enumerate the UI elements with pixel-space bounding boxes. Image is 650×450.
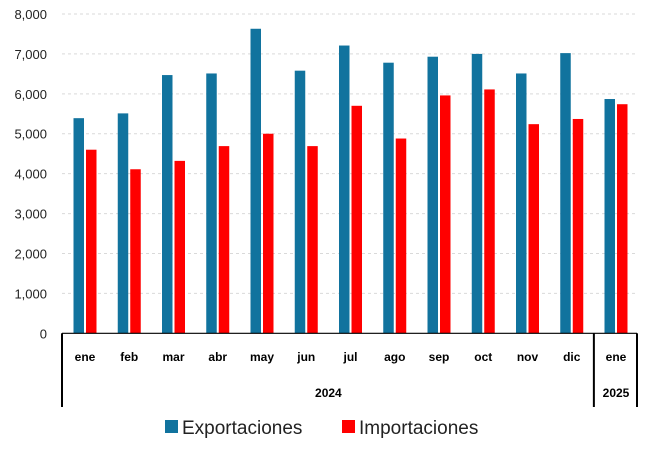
bar-importaciones-ene: [617, 104, 628, 334]
bar-importaciones-sep: [440, 95, 451, 334]
y-tick-label: 4,000: [14, 167, 47, 182]
x-tick-label: mar: [162, 350, 184, 364]
bar-exportaciones-abr: [206, 73, 217, 334]
legend-label: Exportaciones: [182, 418, 302, 439]
year-label: 2024: [315, 386, 342, 400]
y-tick-label: 3,000: [14, 207, 47, 222]
bar-exportaciones-dic: [560, 53, 571, 334]
y-tick-label: 2,000: [14, 246, 47, 261]
bar-importaciones-oct: [484, 89, 495, 334]
x-tick-label: sep: [429, 350, 450, 364]
x-tick-label: feb: [120, 350, 138, 364]
bar-importaciones-ago: [395, 138, 407, 334]
legend-swatch-importaciones: [342, 420, 355, 433]
bar-exportaciones-mar: [162, 75, 173, 334]
x-tick-label: ene: [75, 350, 96, 364]
x-tick-label: nov: [517, 350, 539, 364]
x-tick-label: jun: [296, 350, 315, 364]
x-tick-label: oct: [474, 350, 492, 364]
bar-exportaciones-nov: [516, 73, 527, 334]
y-tick-label: 6,000: [14, 87, 47, 102]
bar-importaciones-jun: [307, 146, 318, 334]
bar-importaciones-may: [263, 133, 274, 334]
bar-exportaciones-may: [250, 28, 261, 334]
x-tick-label: ene: [606, 350, 627, 364]
bar-importaciones-dic: [572, 118, 584, 334]
bar-importaciones-abr: [218, 146, 230, 334]
bar-exportaciones-jun: [294, 70, 306, 334]
legend-swatch-exportaciones: [165, 420, 178, 433]
bar-exportaciones-oct: [471, 53, 483, 334]
bar-exportaciones-ago: [383, 62, 394, 334]
year-label: 2025: [603, 386, 630, 400]
bar-exportaciones-sep: [427, 56, 438, 334]
x-tick-label: ago: [384, 350, 405, 364]
bar-importaciones-feb: [130, 169, 141, 334]
y-tick-label: 8,000: [14, 7, 47, 22]
x-tick-label: jul: [343, 350, 358, 364]
legend-label: Importaciones: [359, 418, 478, 439]
bar-importaciones-nov: [528, 124, 539, 334]
bar-exportaciones-jul: [339, 45, 350, 334]
bar-exportaciones-ene: [73, 118, 84, 334]
x-tick-label: abr: [208, 350, 227, 364]
bar-exportaciones-ene: [604, 99, 615, 334]
bar-exportaciones-feb: [117, 113, 129, 334]
bar-importaciones-jul: [351, 105, 362, 334]
y-tick-label: 5,000: [14, 127, 47, 142]
y-tick-label: 0: [40, 326, 47, 341]
x-tick-label: dic: [563, 350, 581, 364]
y-tick-label: 7,000: [14, 47, 47, 62]
bar-importaciones-mar: [174, 160, 185, 334]
bar-importaciones-ene: [86, 149, 97, 334]
y-tick-label: 1,000: [14, 286, 47, 301]
x-tick-label: may: [250, 350, 274, 364]
